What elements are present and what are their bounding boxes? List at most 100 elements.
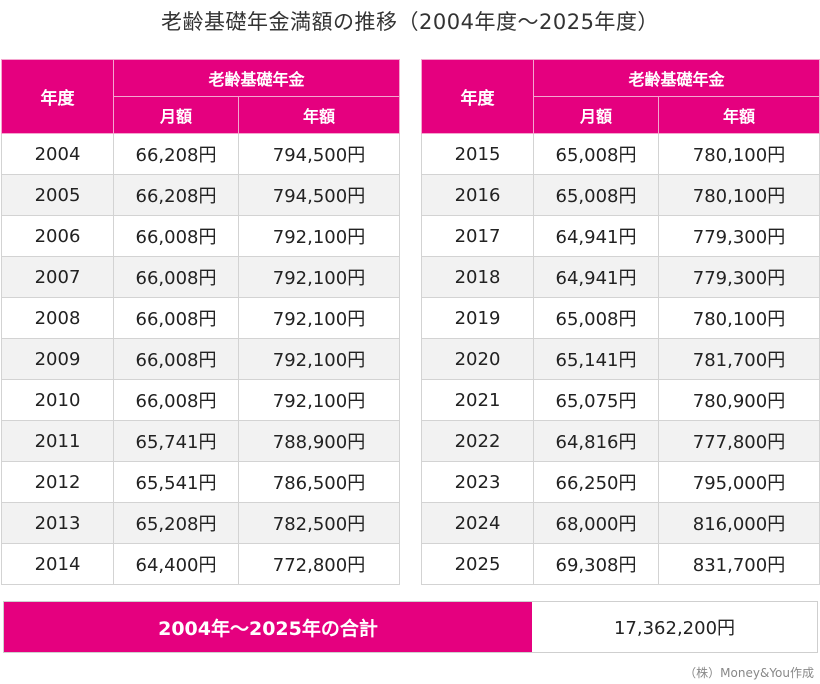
year-cell: 2006: [1, 215, 114, 257]
year-cell: 2019: [421, 297, 534, 339]
table-row: 2023 66,250円 795,000円: [421, 461, 820, 503]
table-row: 2017 64,941円 779,300円: [421, 215, 820, 257]
table-row: 2022 64,816円 777,800円: [421, 420, 820, 462]
year-cell: 2010: [1, 379, 114, 421]
monthly-amount-cell: 66,208円: [113, 133, 239, 175]
annual-amount-cell: 781,700円: [657, 338, 820, 380]
pension-table-2015-2025: 年度 老齢基礎年金 月額 年額 2015 65,008円 780,100円 2016 6…: [421, 59, 820, 585]
year-cell: 2023: [421, 461, 534, 503]
monthly-amount-cell: 65,208円: [113, 502, 239, 544]
monthly-amount-cell: 66,008円: [113, 256, 239, 298]
annual-amount-cell: 792,100円: [237, 379, 401, 421]
table-row: 2006 66,008円 792,100円: [1, 215, 401, 257]
year-cell: 2025: [421, 543, 534, 585]
year-cell: 2005: [1, 174, 114, 216]
table-row: 2016 65,008円 780,100円: [421, 174, 820, 216]
annual-amount-cell: 782,500円: [237, 502, 401, 544]
monthly-column-header: 月額: [533, 96, 659, 134]
monthly-amount-cell: 65,075円: [533, 379, 659, 421]
year-cell: 2017: [421, 215, 534, 257]
monthly-amount-cell: 68,000円: [533, 502, 659, 544]
table-row: 2014 64,400円 772,800円: [1, 543, 401, 585]
annual-amount-cell: 792,100円: [237, 215, 401, 257]
monthly-amount-cell: 64,816円: [533, 420, 659, 462]
table-row: 2019 65,008円 780,100円: [421, 297, 820, 339]
year-cell: 2004: [1, 133, 114, 175]
annual-column-header: 年額: [657, 96, 820, 134]
monthly-amount-cell: 66,250円: [533, 461, 659, 503]
table-row: 2005 66,208円 794,500円: [1, 174, 401, 216]
table-row: 2018 64,941円 779,300円: [421, 256, 820, 298]
annual-amount-cell: 792,100円: [237, 338, 401, 380]
credit-note: （株）Money&You作成: [684, 666, 814, 680]
annual-amount-cell: 831,700円: [657, 543, 820, 585]
annual-amount-cell: 772,800円: [237, 543, 401, 585]
table-row: 2021 65,075円 780,900円: [421, 379, 820, 421]
monthly-column-header: 月額: [113, 96, 239, 134]
monthly-amount-cell: 66,008円: [113, 215, 239, 257]
annual-amount-cell: 777,800円: [657, 420, 820, 462]
annual-column-header: 年額: [237, 96, 401, 134]
year-cell: 2021: [421, 379, 534, 421]
pension-group-header: 老齢基礎年金: [532, 59, 820, 97]
annual-amount-cell: 786,500円: [237, 461, 401, 503]
table-row: 2013 65,208円 782,500円: [1, 502, 401, 544]
table-row: 2011 65,741円 788,900円: [1, 420, 401, 462]
year-cell: 2012: [1, 461, 114, 503]
total-value: 17,362,200円: [532, 602, 817, 652]
year-cell: 2011: [1, 420, 114, 462]
annual-amount-cell: 792,100円: [237, 256, 401, 298]
year-cell: 2013: [1, 502, 114, 544]
annual-amount-cell: 780,900円: [657, 379, 820, 421]
year-cell: 2007: [1, 256, 114, 298]
monthly-amount-cell: 65,008円: [533, 297, 659, 339]
table-row: 2024 68,000円 816,000円: [421, 502, 820, 544]
year-cell: 2009: [1, 338, 114, 380]
monthly-amount-cell: 65,541円: [113, 461, 239, 503]
year-cell: 2014: [1, 543, 114, 585]
annual-amount-cell: 788,900円: [237, 420, 401, 462]
table-row: 2008 66,008円 792,100円: [1, 297, 401, 339]
monthly-amount-cell: 64,941円: [533, 256, 659, 298]
monthly-amount-cell: 65,141円: [533, 338, 659, 380]
annual-amount-cell: 780,100円: [657, 174, 820, 216]
monthly-amount-cell: 66,008円: [113, 379, 239, 421]
year-cell: 2008: [1, 297, 114, 339]
monthly-amount-cell: 64,400円: [113, 543, 239, 585]
annual-amount-cell: 792,100円: [237, 297, 401, 339]
annual-amount-cell: 779,300円: [657, 215, 820, 257]
monthly-amount-cell: 69,308円: [533, 543, 659, 585]
year-cell: 2016: [421, 174, 534, 216]
pension-table-2004-2014: 年度 老齢基礎年金 月額 年額 2004 66,208円 794,500円 2005 6…: [1, 59, 401, 585]
table-row: 2007 66,008円 792,100円: [1, 256, 401, 298]
year-column-header: 年度: [1, 59, 114, 134]
pension-group-header: 老齢基礎年金: [112, 59, 401, 97]
monthly-amount-cell: 65,741円: [113, 420, 239, 462]
table-row: 2015 65,008円 780,100円: [421, 133, 820, 175]
annual-amount-cell: 780,100円: [657, 133, 820, 175]
annual-amount-cell: 779,300円: [657, 256, 820, 298]
table-row: 2012 65,541円 786,500円: [1, 461, 401, 503]
year-cell: 2022: [421, 420, 534, 462]
table-row: 2025 69,308円 831,700円: [421, 543, 820, 585]
monthly-amount-cell: 65,008円: [533, 133, 659, 175]
year-column-header: 年度: [421, 59, 534, 134]
total-row: 2004年〜2025年の合計 17,362,200円: [3, 601, 818, 653]
monthly-amount-cell: 64,941円: [533, 215, 659, 257]
annual-amount-cell: 816,000円: [657, 502, 820, 544]
annual-amount-cell: 795,000円: [657, 461, 820, 503]
year-cell: 2018: [421, 256, 534, 298]
total-label: 2004年〜2025年の合計: [4, 602, 532, 652]
annual-amount-cell: 780,100円: [657, 297, 820, 339]
monthly-amount-cell: 66,208円: [113, 174, 239, 216]
year-cell: 2024: [421, 502, 534, 544]
table-row: 2020 65,141円 781,700円: [421, 338, 820, 380]
table-row: 2010 66,008円 792,100円: [1, 379, 401, 421]
year-cell: 2020: [421, 338, 534, 380]
monthly-amount-cell: 65,008円: [533, 174, 659, 216]
monthly-amount-cell: 66,008円: [113, 338, 239, 380]
annual-amount-cell: 794,500円: [237, 133, 401, 175]
annual-amount-cell: 794,500円: [237, 174, 401, 216]
table-row: 2004 66,208円 794,500円: [1, 133, 401, 175]
monthly-amount-cell: 66,008円: [113, 297, 239, 339]
